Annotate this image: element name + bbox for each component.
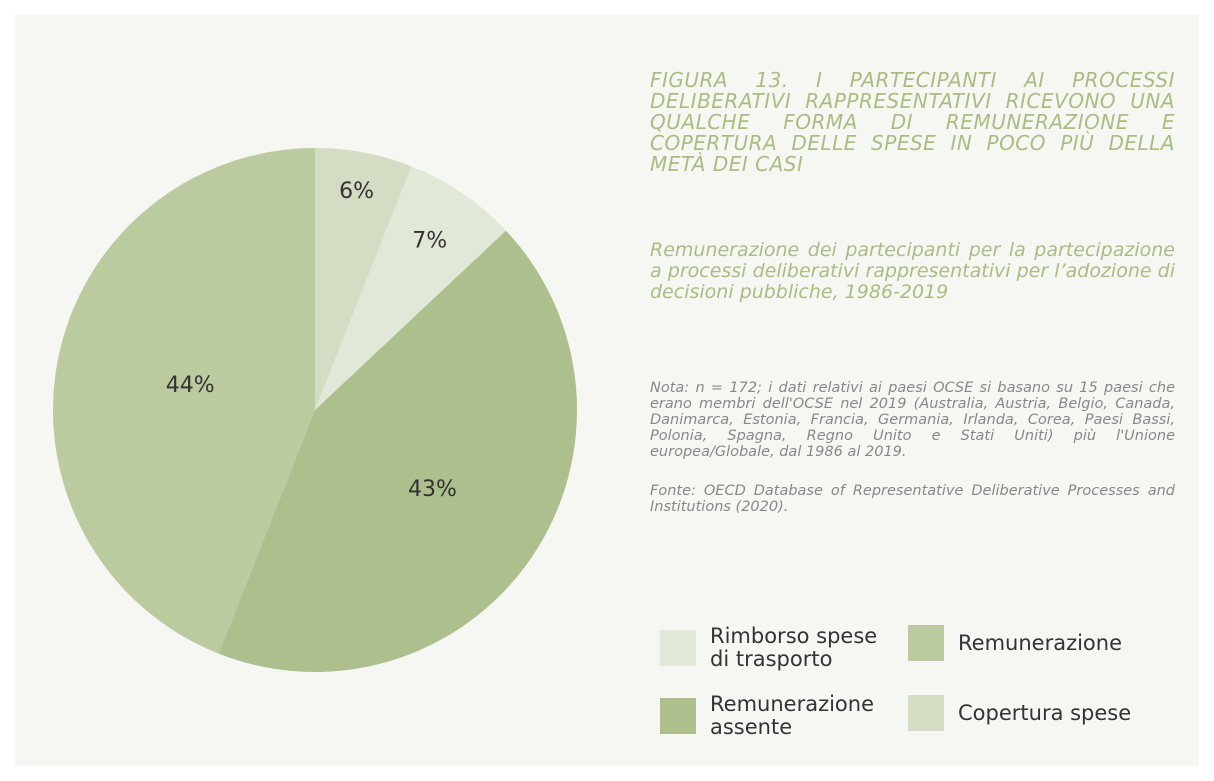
legend-item: Remunerazione: [908, 625, 1178, 661]
legend-label: Copertura spese: [958, 700, 1132, 725]
pie-slice: [218, 230, 578, 673]
source: Fonte: OECD Database of Representative D…: [650, 483, 1175, 515]
data-label: 43%: [408, 477, 457, 502]
data-label: 6%: [339, 179, 374, 204]
legend-item: Rimborso spese di trasporto: [660, 625, 900, 671]
pie-slice: [52, 148, 315, 654]
pie-slice: [315, 148, 412, 410]
legend-swatch: [908, 695, 944, 731]
legend-label: Remunerazione: [958, 630, 1123, 655]
note: Nota: n = 172; i dati relativi ai paesi …: [650, 380, 1175, 460]
chart-title: FIGURA 13. I PARTECIPANTI AI PROCESSI DE…: [650, 68, 1175, 176]
legend-swatch: [660, 630, 696, 666]
chart-subtitle: Remunerazione dei partecipanti per la pa…: [650, 239, 1175, 303]
legend-item: Remunerazione assente: [660, 693, 900, 739]
pie-chart: 6% 7% 43% 44%: [52, 148, 578, 673]
data-label: 44%: [166, 373, 215, 398]
page: 6% 7% 43% 44% FIGURA 13. I PARTECIPANTI AI …: [15, 15, 1199, 766]
pie-slice: [315, 166, 506, 410]
legend-swatch: [660, 698, 696, 734]
data-label: 7%: [412, 228, 447, 253]
legend-label: Remunerazione assente: [710, 692, 875, 739]
legend-item: Copertura spese: [908, 695, 1178, 731]
legend-label: Rimborso spese di trasporto: [710, 624, 878, 671]
legend-swatch: [908, 625, 944, 661]
